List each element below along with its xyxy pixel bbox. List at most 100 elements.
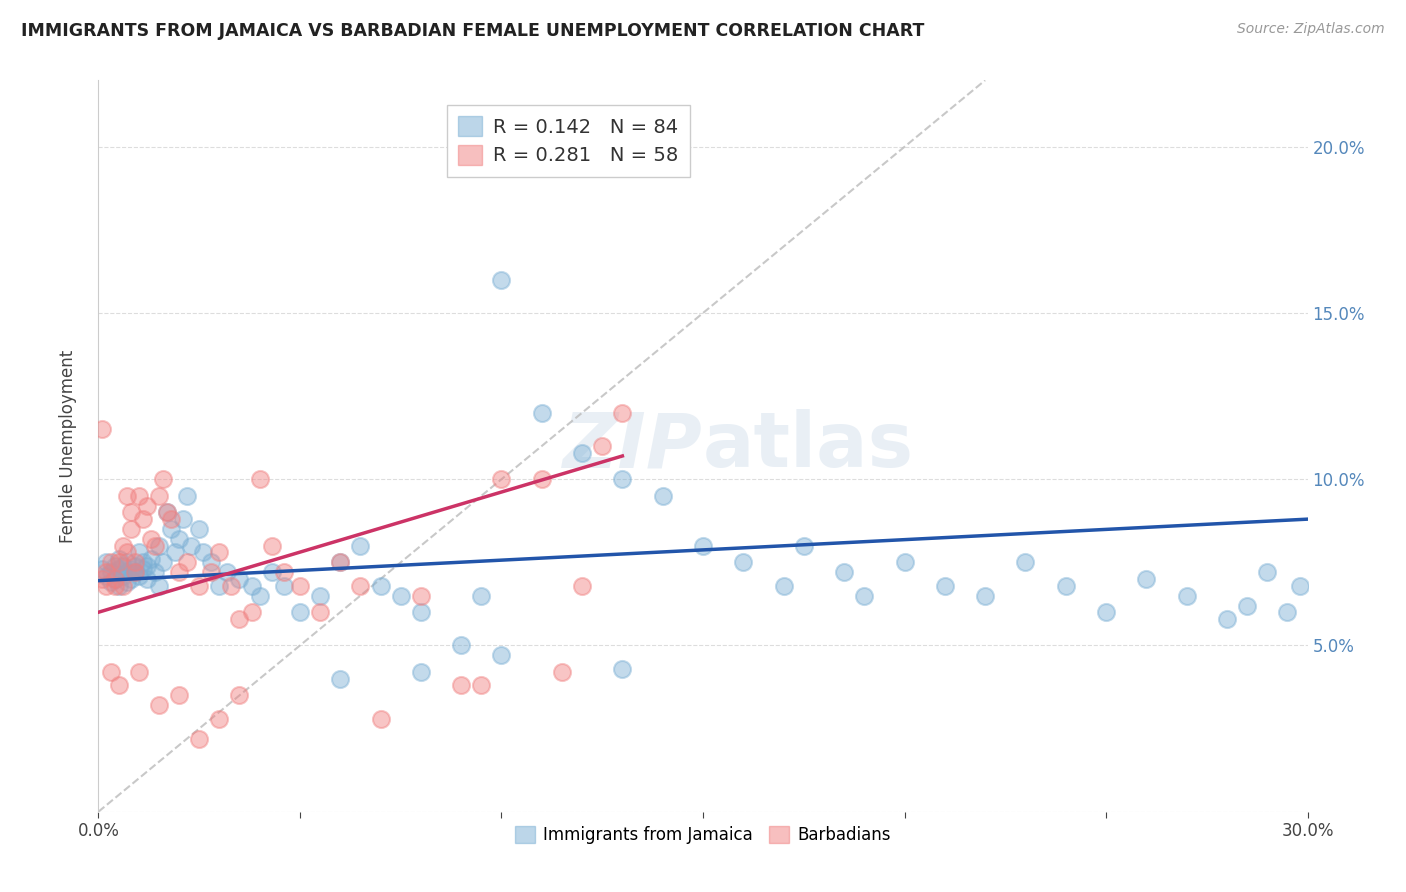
Point bbox=[370, 579, 392, 593]
Point bbox=[143, 566, 166, 580]
Point bbox=[152, 555, 174, 569]
Legend: Immigrants from Jamaica, Barbadians: Immigrants from Jamaica, Barbadians bbox=[508, 820, 898, 851]
Point bbox=[692, 539, 714, 553]
Point bbox=[107, 678, 129, 692]
Point bbox=[260, 539, 283, 553]
Point bbox=[370, 712, 392, 726]
Point bbox=[107, 555, 129, 569]
Point bbox=[91, 562, 114, 576]
Point bbox=[409, 665, 432, 679]
Point bbox=[1014, 555, 1036, 569]
Point bbox=[470, 678, 492, 692]
Text: Source: ZipAtlas.com: Source: ZipAtlas.com bbox=[1237, 22, 1385, 37]
Point bbox=[100, 555, 122, 569]
Point bbox=[349, 539, 371, 553]
Point bbox=[571, 579, 593, 593]
Point bbox=[934, 579, 956, 593]
Point bbox=[148, 698, 170, 713]
Text: atlas: atlas bbox=[703, 409, 914, 483]
Point bbox=[249, 472, 271, 486]
Point bbox=[591, 439, 613, 453]
Point bbox=[111, 539, 134, 553]
Point bbox=[160, 522, 183, 536]
Point bbox=[1256, 566, 1278, 580]
Point bbox=[139, 532, 162, 546]
Point bbox=[111, 558, 134, 573]
Point bbox=[249, 589, 271, 603]
Point bbox=[793, 539, 815, 553]
Point bbox=[309, 589, 332, 603]
Point bbox=[1288, 579, 1310, 593]
Point bbox=[491, 273, 513, 287]
Point bbox=[1095, 605, 1118, 619]
Point bbox=[96, 555, 118, 569]
Point bbox=[103, 572, 125, 586]
Point bbox=[273, 566, 295, 580]
Point bbox=[450, 639, 472, 653]
Point bbox=[974, 589, 997, 603]
Point bbox=[1216, 612, 1239, 626]
Point bbox=[132, 562, 155, 576]
Point bbox=[228, 572, 250, 586]
Point bbox=[260, 566, 283, 580]
Point bbox=[115, 489, 138, 503]
Point bbox=[100, 665, 122, 679]
Point bbox=[132, 555, 155, 569]
Point bbox=[120, 572, 142, 586]
Point bbox=[221, 579, 243, 593]
Point bbox=[124, 555, 146, 569]
Point bbox=[228, 612, 250, 626]
Point bbox=[115, 575, 138, 590]
Point bbox=[309, 605, 332, 619]
Point bbox=[530, 472, 553, 486]
Point bbox=[409, 589, 432, 603]
Point bbox=[240, 605, 263, 619]
Point bbox=[1054, 579, 1077, 593]
Point bbox=[100, 566, 122, 580]
Point bbox=[156, 506, 179, 520]
Point bbox=[163, 545, 186, 559]
Point bbox=[115, 566, 138, 580]
Point bbox=[167, 566, 190, 580]
Point bbox=[167, 532, 190, 546]
Point bbox=[893, 555, 915, 569]
Point bbox=[172, 512, 194, 526]
Point bbox=[176, 489, 198, 503]
Point bbox=[450, 678, 472, 692]
Point bbox=[188, 579, 211, 593]
Point bbox=[135, 558, 157, 573]
Point bbox=[188, 522, 211, 536]
Point bbox=[1175, 589, 1198, 603]
Text: IMMIGRANTS FROM JAMAICA VS BARBADIAN FEMALE UNEMPLOYMENT CORRELATION CHART: IMMIGRANTS FROM JAMAICA VS BARBADIAN FEM… bbox=[21, 22, 925, 40]
Point bbox=[148, 579, 170, 593]
Point bbox=[832, 566, 855, 580]
Point bbox=[470, 589, 492, 603]
Point bbox=[217, 566, 239, 580]
Y-axis label: Female Unemployment: Female Unemployment bbox=[59, 350, 77, 542]
Point bbox=[349, 579, 371, 593]
Point bbox=[329, 555, 352, 569]
Point bbox=[107, 579, 129, 593]
Point bbox=[193, 545, 215, 559]
Point bbox=[1236, 599, 1258, 613]
Point bbox=[143, 539, 166, 553]
Point bbox=[128, 665, 150, 679]
Point bbox=[111, 568, 134, 582]
Point bbox=[91, 422, 114, 436]
Point bbox=[551, 665, 574, 679]
Point bbox=[135, 572, 157, 586]
Point bbox=[329, 672, 352, 686]
Point bbox=[115, 555, 138, 569]
Point bbox=[120, 506, 142, 520]
Point bbox=[1135, 572, 1157, 586]
Point bbox=[100, 575, 122, 590]
Point bbox=[103, 572, 125, 586]
Point bbox=[167, 689, 190, 703]
Point bbox=[612, 472, 634, 486]
Point bbox=[103, 579, 125, 593]
Point bbox=[491, 648, 513, 663]
Point bbox=[208, 579, 231, 593]
Point bbox=[96, 566, 118, 580]
Point bbox=[111, 579, 134, 593]
Point bbox=[120, 562, 142, 576]
